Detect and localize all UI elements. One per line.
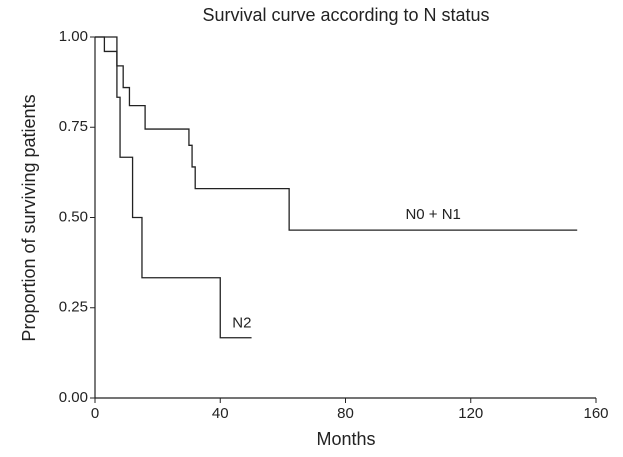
survival-curve <box>95 36 252 339</box>
y-axis-label: Proportion of surviving patients <box>19 94 39 341</box>
x-tick-label: 40 <box>212 405 229 422</box>
chart-title: Survival curve according to N status <box>202 5 489 25</box>
y-tick-label: 0.75 <box>59 118 88 135</box>
y-tick-label: 0.50 <box>59 208 88 225</box>
y-tick-label: 0.00 <box>59 389 88 406</box>
y-tick-label: 0.25 <box>59 299 88 316</box>
x-tick-label: 80 <box>337 405 354 422</box>
survival-curve <box>95 36 578 231</box>
series-label: N2 <box>232 315 251 332</box>
x-tick-label: 160 <box>583 405 608 422</box>
y-tick-label: 1.00 <box>59 28 88 45</box>
x-tick-label: 120 <box>458 405 483 422</box>
series-label: N0 + N1 <box>405 206 460 223</box>
x-tick-label: 0 <box>91 405 99 422</box>
x-axis-label: Months <box>316 429 375 449</box>
